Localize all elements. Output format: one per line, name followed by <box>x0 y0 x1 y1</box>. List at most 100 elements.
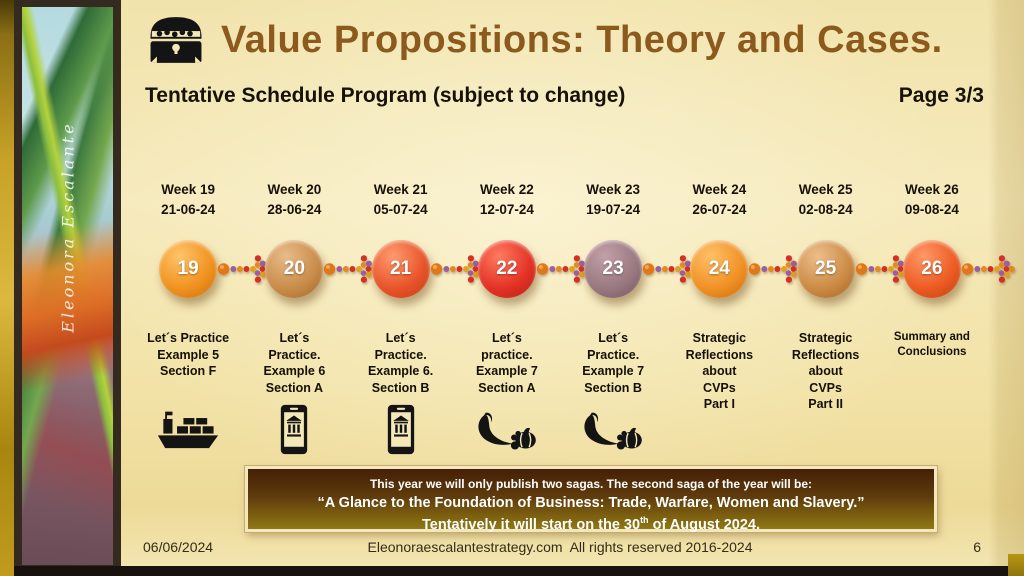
week-header: Week 19 21-06-24 <box>135 170 241 232</box>
week-column-21: Week 21 05-07-24 21 Let´s Practice. Exampl… <box>348 170 484 456</box>
footer-date: 06/06/2024 <box>143 539 214 555</box>
week-date: 12-07-24 <box>479 202 534 218</box>
cornucopia-icon <box>560 402 666 456</box>
week-description: Summary and Conclusions <box>893 331 970 359</box>
week-date: 19-07-24 <box>586 202 641 218</box>
week-circle-row: 24 <box>666 232 803 306</box>
beads-arrow-icon <box>217 249 271 289</box>
week-circle-row: 26 <box>879 232 1015 306</box>
week-header: Week 23 19-07-24 <box>560 170 666 232</box>
week-circle-row: 23 <box>560 232 696 306</box>
week-date: 26-07-24 <box>692 202 747 218</box>
week-header: Week 24 26-07-24 <box>666 170 772 232</box>
slide-main-area: Value Propositions: Theory and Cases. Te… <box>121 0 1024 576</box>
footer-copyright: Eleonoraescalantestrategy.com All rights… <box>367 539 753 555</box>
week-column-26: Week 26 09-08-24 26 Summary and Conclusio… <box>879 170 1015 456</box>
week-number: 22 <box>496 258 518 279</box>
week-number: 26 <box>921 258 943 279</box>
week-date: 21-06-24 <box>161 202 216 218</box>
banner-line-3-text: Tentatively it will start on the 30 <box>421 516 641 533</box>
week-label: Week 23 <box>586 182 641 197</box>
week-number: 24 <box>708 258 730 279</box>
week-number-badge: 23 <box>584 240 643 298</box>
beads-arrow-icon <box>642 249 696 289</box>
artwork-frame: Eleonora Escalante <box>14 0 121 576</box>
page-indicator: Page 3/3 <box>898 84 984 107</box>
week-label: Week 24 <box>692 182 747 197</box>
mobile-banking-icon <box>348 402 454 456</box>
week-number: 23 <box>602 258 624 279</box>
week-label: Week 26 <box>904 182 959 197</box>
banner-line-2: “A Glance to the Foundation of Business:… <box>317 495 865 512</box>
week-label: Week 25 <box>798 182 853 197</box>
week-column-20: Week 20 28-06-24 20 Let´s Practice. Exampl… <box>241 170 378 456</box>
week-label: Week 20 <box>267 182 322 197</box>
week-number: 19 <box>177 258 199 279</box>
week-column-24: Week 24 26-07-24 24 Strategic Reflections… <box>666 170 803 456</box>
week-column-22: Week 22 12-07-24 22 Let´s practice. Exampl… <box>454 170 590 456</box>
banner-line-3-suffix: of August 2024. <box>648 516 761 533</box>
week-label: Week 21 <box>373 182 428 197</box>
bird-of-paradise-painting: Eleonora Escalante <box>22 7 113 565</box>
week-description: Strategic Reflections about CVPs Part II <box>791 331 860 411</box>
week-date: 28-06-24 <box>267 202 322 218</box>
page-title: Value Propositions: Theory and Cases. <box>221 18 943 61</box>
week-header: Week 25 02-08-24 <box>773 170 879 232</box>
week-circle-row: 20 <box>241 232 378 306</box>
week-number-badge: 19 <box>159 240 218 298</box>
week-circle-row: 25 <box>773 232 909 306</box>
week-description: Let´s practice. Example 7 Section A <box>475 331 538 395</box>
slide-footer: 06/06/2024 Eleonoraescalantestrategy.com… <box>135 537 985 561</box>
title-row: Value Propositions: Theory and Cases. <box>145 12 943 68</box>
week-number-badge: 24 <box>690 240 749 298</box>
week-column-23: Week 23 19-07-24 23 Let´s Practice. Exampl… <box>560 170 696 456</box>
week-date: 02-08-24 <box>798 202 853 218</box>
left-sidebar-artwork: Eleonora Escalante <box>0 0 121 576</box>
bottom-right-gold-accent <box>1008 554 1024 576</box>
week-label: Week 22 <box>479 182 534 197</box>
banner-line-3: Tentatively it will start on the 30th of… <box>248 514 934 535</box>
week-number-badge: 22 <box>477 240 536 298</box>
week-date: 05-07-24 <box>373 202 428 218</box>
week-date: 09-08-24 <box>904 202 959 218</box>
week-number-badge: 21 <box>371 240 430 298</box>
week-circle-row: 19 <box>135 232 271 306</box>
beads-arrow-icon <box>748 249 803 289</box>
week-header: Week 20 28-06-24 <box>241 170 347 232</box>
bottom-edge-bar <box>14 566 1024 576</box>
week-number: 21 <box>390 258 412 279</box>
mobile-banking-icon <box>241 402 347 456</box>
week-number-badge: 25 <box>796 240 855 298</box>
subtitle-row: Tentative Schedule Program (subject to c… <box>145 84 984 108</box>
week-number-badge: 20 <box>265 240 324 298</box>
announcement-banner: This year we will only publish two sagas… <box>245 466 937 535</box>
slide-subtitle: Tentative Schedule Program (subject to c… <box>145 84 626 107</box>
week-description: Let´s Practice. Example 7 Section B <box>582 331 645 395</box>
week-number: 20 <box>283 258 305 279</box>
week-header: Week 21 05-07-24 <box>348 170 454 232</box>
cornucopia-icon <box>454 402 560 456</box>
banner-line-3-sup: th <box>640 514 649 525</box>
schedule-timeline: Week 19 21-06-24 19 Let´s Practice Exampl… <box>135 170 1015 456</box>
week-icon <box>879 402 985 456</box>
banner-line-1: This year we will only publish two sagas… <box>369 477 813 491</box>
week-description: Strategic Reflections about CVPs Part I <box>685 331 754 411</box>
right-shade-band <box>988 0 1024 566</box>
week-number: 25 <box>815 258 837 279</box>
week-circle-row: 22 <box>454 232 590 306</box>
footer-page-number: 6 <box>973 539 981 555</box>
beads-arrow-icon <box>961 249 1015 289</box>
week-header: Week 22 12-07-24 <box>454 170 560 232</box>
week-description: Let´s Practice Example 5 Section F <box>147 331 230 378</box>
cargo-ship-icon <box>135 402 241 456</box>
week-label: Week 19 <box>161 182 216 197</box>
week-number-badge: 26 <box>902 240 961 298</box>
week-circle-row: 21 <box>348 232 484 306</box>
gold-edge-strip <box>0 0 14 576</box>
week-header: Week 26 09-08-24 <box>879 170 985 232</box>
week-column-25: Week 25 02-08-24 25 Strategic Reflections… <box>773 170 909 456</box>
week-description: Let´s Practice. Example 6. Section B <box>367 331 434 395</box>
week-column-19: Week 19 21-06-24 19 Let´s Practice Exampl… <box>135 170 271 456</box>
treasure-chest-icon <box>145 12 207 68</box>
